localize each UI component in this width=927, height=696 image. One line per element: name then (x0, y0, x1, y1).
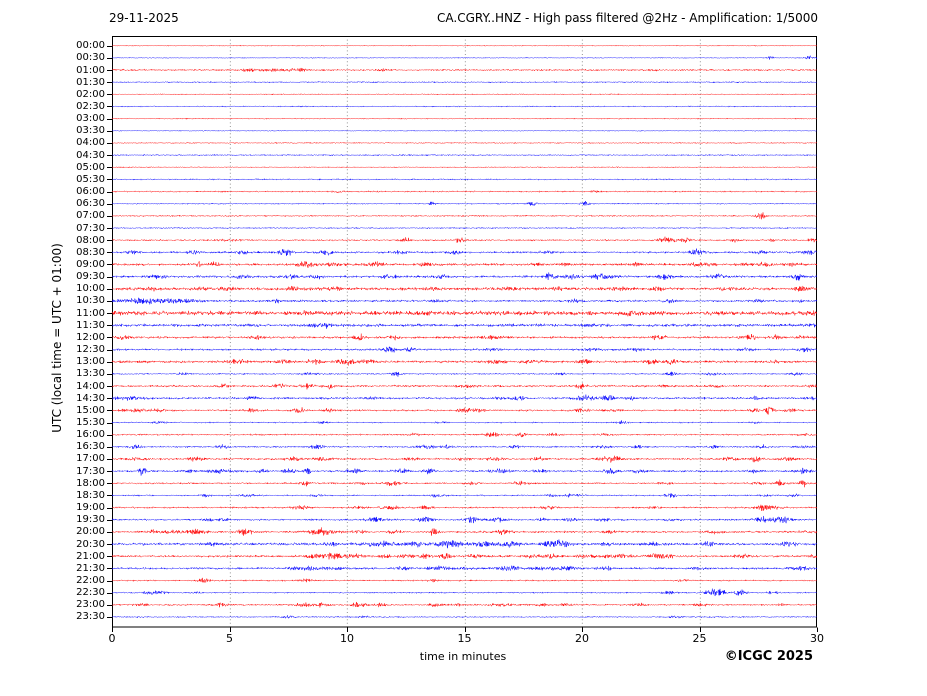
y-tick-label: 08:30 (76, 246, 105, 258)
y-tick-label: 05:30 (76, 173, 105, 185)
y-tick-label: 00:00 (76, 40, 105, 52)
y-tick-label: 16:00 (76, 429, 105, 441)
y-tick-label: 13:30 (76, 368, 105, 380)
y-tick-label: 12:30 (76, 344, 105, 356)
y-tick-label: 23:00 (76, 599, 105, 611)
date-label: 29-11-2025 (109, 11, 179, 25)
y-tick-label: 18:30 (76, 489, 105, 501)
copyright-label: ©ICGC 2025 (724, 649, 813, 664)
y-tick-label: 14:30 (76, 392, 105, 404)
x-tick-label: 15 (457, 632, 472, 645)
y-tick-label: 06:30 (76, 198, 105, 210)
y-tick-label: 11:00 (76, 307, 105, 319)
y-tick-label: 11:30 (76, 319, 105, 331)
y-tick-label: 19:00 (76, 502, 105, 514)
y-tick-label: 22:30 (76, 587, 105, 599)
y-tick-label: 03:00 (76, 113, 105, 125)
y-tick-label: 02:30 (76, 100, 105, 112)
y-tick-label: 05:00 (76, 161, 105, 173)
y-tick-label: 16:30 (76, 441, 105, 453)
y-tick-label: 08:00 (76, 234, 105, 246)
y-tick-label: 21:30 (76, 562, 105, 574)
x-tick-label: 5 (226, 632, 233, 645)
y-tick-label: 19:30 (76, 514, 105, 526)
y-tick-label: 20:00 (76, 526, 105, 538)
y-tick-label: 12:00 (76, 331, 105, 343)
y-tick-label: 15:30 (76, 417, 105, 428)
y-tick-label: 01:30 (76, 76, 105, 88)
y-tick-label: 15:00 (76, 404, 105, 416)
y-tick-label: 14:00 (76, 380, 105, 392)
y-tick-label: 04:30 (76, 149, 105, 161)
y-tick-label: 21:00 (76, 550, 105, 562)
y-tick-label: 17:00 (76, 453, 105, 465)
plot-title: CA.CGRY..HNZ - High pass filtered @2Hz -… (437, 11, 818, 25)
y-tick-label: 09:30 (76, 271, 105, 283)
y-tick-label: 22:00 (76, 575, 105, 587)
y-tick-label: 10:30 (76, 295, 105, 307)
y-tick-label: 00:30 (76, 52, 105, 64)
y-tick-label: 07:00 (76, 210, 105, 222)
y-tick-label: 09:00 (76, 258, 105, 270)
y-tick-label: 06:00 (76, 186, 105, 198)
x-axis-label: time in minutes (419, 650, 507, 663)
y-tick-label: 02:00 (76, 88, 105, 100)
x-tick-label: 10 (340, 632, 354, 645)
x-tick-label: 0 (108, 632, 116, 645)
y-tick-label: 13:00 (76, 356, 105, 368)
y-tick-label: 18:00 (76, 477, 105, 489)
x-tick-label: 20 (575, 632, 589, 645)
y-tick-label: 10:00 (76, 283, 105, 295)
y-tick-label: 07:30 (76, 222, 105, 234)
y-tick-label: 17:30 (76, 465, 105, 477)
y-tick-label: 23:30 (76, 611, 105, 623)
y-tick-label: 01:00 (76, 64, 105, 76)
y-tick-label: 20:30 (76, 538, 105, 550)
x-tick-label: 25 (692, 632, 707, 645)
x-tick-label: 30 (810, 632, 824, 645)
y-tick-label: 04:00 (76, 137, 105, 149)
y-tick-label: 03:30 (76, 125, 105, 137)
